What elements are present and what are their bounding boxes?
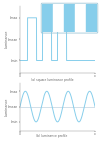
- Bar: [42, 4, 53, 32]
- Bar: [86, 4, 97, 32]
- Y-axis label: Luminance: Luminance: [5, 97, 9, 116]
- Text: (b) luminance profile: (b) luminance profile: [36, 134, 68, 138]
- Y-axis label: Luminance: Luminance: [5, 30, 9, 48]
- Bar: [75, 4, 86, 32]
- Text: (a) square luminance profile: (a) square luminance profile: [31, 78, 73, 82]
- Bar: [53, 4, 64, 32]
- Bar: [64, 4, 75, 32]
